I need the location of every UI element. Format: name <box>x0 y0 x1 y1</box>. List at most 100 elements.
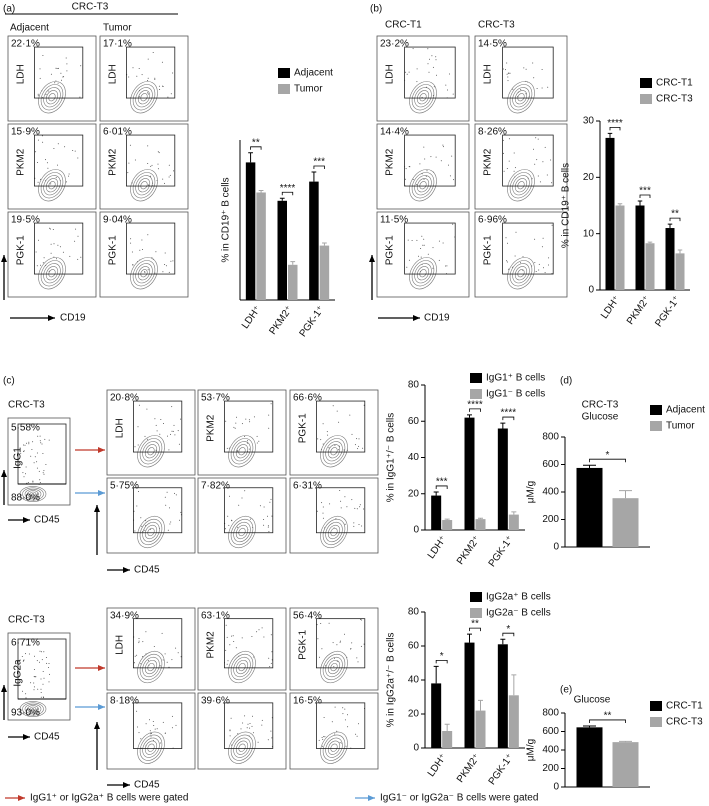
event-dot <box>41 443 43 445</box>
event-dot <box>356 508 358 510</box>
event-dot <box>270 403 272 405</box>
contour <box>230 734 254 761</box>
event-dot <box>156 728 158 730</box>
contour <box>517 181 525 190</box>
event-dot <box>153 646 155 647</box>
error-bar <box>677 249 683 254</box>
significance-bracket <box>313 165 325 169</box>
event-dot <box>344 633 345 635</box>
event-dot <box>406 73 408 75</box>
gate-percent: 6·96% <box>478 215 507 226</box>
legend-swatch <box>278 68 290 78</box>
event-dot <box>325 665 326 667</box>
event-dot <box>344 523 346 525</box>
event-dot <box>75 228 77 230</box>
event-dot <box>237 450 239 452</box>
event-dot <box>23 659 25 661</box>
error-bar <box>467 633 472 643</box>
event-dot <box>253 656 255 658</box>
event-dot <box>343 449 345 451</box>
event-dot <box>136 505 138 507</box>
bar <box>442 731 453 748</box>
marker-label: LDH <box>385 64 396 84</box>
event-dot <box>339 641 341 643</box>
contour <box>144 659 158 675</box>
event-dot <box>544 272 546 274</box>
legend-label: IgG2a⁻ B cells <box>486 608 551 619</box>
event-dot <box>433 86 435 88</box>
event-dot <box>33 462 35 464</box>
contour <box>140 269 148 278</box>
event-dot <box>170 260 172 262</box>
event-dot <box>344 496 346 498</box>
event-dot <box>167 435 168 437</box>
event-dot <box>321 745 323 747</box>
event-dot <box>169 174 171 176</box>
contour <box>24 703 42 715</box>
significance: * <box>440 651 444 662</box>
event-dot <box>452 93 454 95</box>
sample-label: CRC-T3 <box>8 615 45 626</box>
event-dot <box>321 502 323 504</box>
event-dot <box>25 693 27 695</box>
event-dot <box>247 723 249 725</box>
event-dot <box>224 528 226 530</box>
column-label: Tumor <box>103 23 132 34</box>
event-dot <box>329 503 331 505</box>
event-dot <box>448 164 449 166</box>
event-dot <box>322 517 324 519</box>
event-dot <box>252 715 253 717</box>
event-dot <box>48 439 50 441</box>
event-dot <box>542 237 544 239</box>
contour <box>325 521 343 543</box>
event-dot <box>408 259 410 261</box>
contour <box>330 447 338 456</box>
event-dot <box>147 163 149 164</box>
y-tick-label: 80 <box>408 607 420 618</box>
event-dot <box>41 659 43 661</box>
gate <box>502 222 554 275</box>
event-dot <box>39 661 40 663</box>
contour <box>137 90 151 105</box>
axis-marker: CD45 <box>134 780 160 791</box>
legend-label: CRC-T1 <box>666 701 703 712</box>
event-dot <box>237 526 239 528</box>
event-dot <box>42 472 44 474</box>
y-axis-label: μM/g <box>526 739 537 761</box>
event-dot <box>44 438 46 440</box>
event-dot <box>132 67 134 69</box>
contour <box>40 84 64 111</box>
significance: ** <box>471 619 479 630</box>
event-dot <box>36 265 38 267</box>
marker-label: PKM2 <box>108 148 119 176</box>
event-dot <box>26 482 28 484</box>
contour <box>514 266 528 281</box>
bar <box>675 253 685 290</box>
contour <box>137 731 165 764</box>
bar <box>645 243 655 290</box>
event-dot <box>508 160 510 162</box>
event-dot <box>430 156 432 158</box>
event-dot <box>508 268 510 270</box>
contour <box>416 178 430 193</box>
y-tick-label: 20 <box>583 172 595 183</box>
event-dot <box>271 737 273 739</box>
event-dot <box>37 162 38 163</box>
error-bar <box>311 171 317 182</box>
gate <box>126 134 176 187</box>
event-dot <box>130 242 132 244</box>
event-dot <box>33 669 35 670</box>
event-dot <box>162 178 164 180</box>
contour <box>322 653 346 681</box>
event-dot <box>227 515 229 517</box>
event-dot <box>165 732 166 734</box>
event-dot <box>323 736 325 738</box>
panel-label: (a) <box>3 4 15 15</box>
error-bar <box>248 152 253 163</box>
event-dot <box>229 729 231 731</box>
event-dot <box>52 229 54 230</box>
legend-label: CRC-T1 <box>656 78 693 89</box>
event-dot <box>412 179 414 180</box>
event-dot <box>159 665 161 667</box>
